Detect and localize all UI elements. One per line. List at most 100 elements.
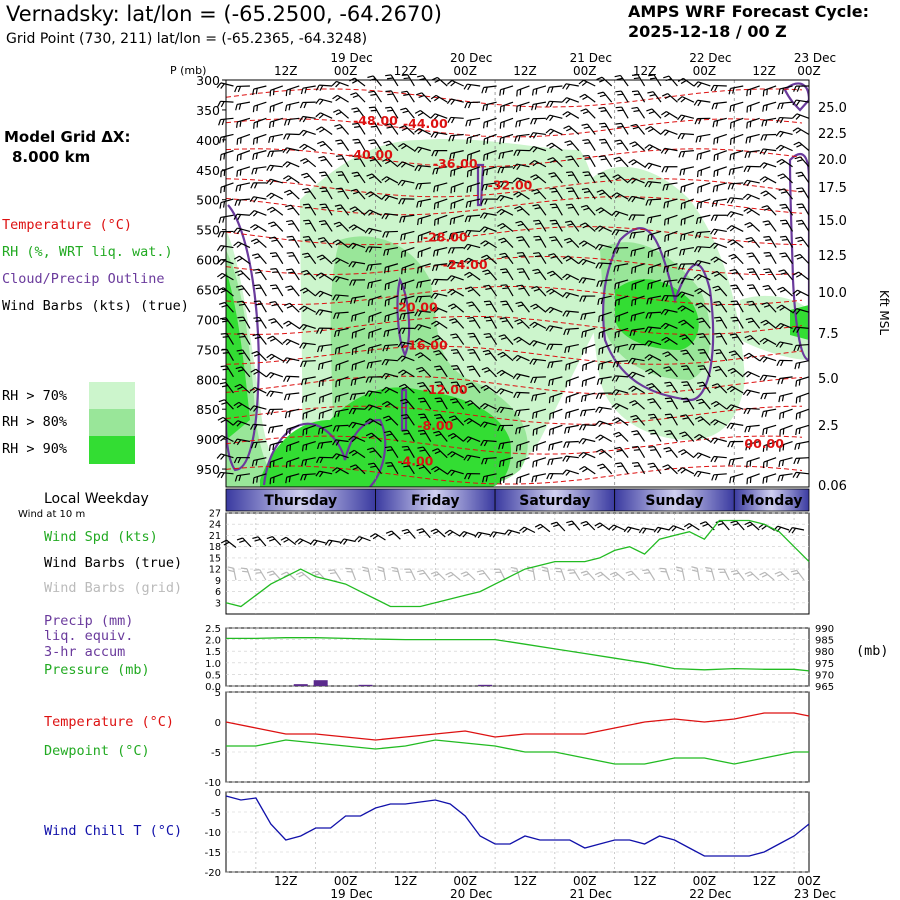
wind-barb bbox=[595, 207, 613, 216]
wind-barb bbox=[516, 236, 530, 248]
wind-barb bbox=[729, 133, 744, 145]
wind-barb bbox=[413, 324, 431, 331]
wind-tick-label: 15 bbox=[209, 553, 221, 564]
wind-barb bbox=[529, 340, 547, 347]
wind-barb bbox=[449, 150, 464, 160]
wind-barb bbox=[448, 303, 465, 313]
wind-barb bbox=[315, 112, 333, 119]
wind-barb bbox=[417, 230, 431, 242]
wind-barb bbox=[316, 343, 333, 353]
wind-barb bbox=[759, 356, 777, 363]
wind-barb bbox=[219, 133, 234, 144]
wind-barb bbox=[333, 221, 350, 232]
wind-barb bbox=[233, 255, 251, 265]
wind-barb bbox=[546, 343, 563, 351]
height-tick-label: 20.0 bbox=[818, 153, 847, 168]
wind-barb bbox=[450, 333, 465, 345]
wind-barb bbox=[316, 126, 333, 135]
wind-barb bbox=[796, 219, 810, 232]
wind-barb bbox=[694, 434, 711, 443]
wind-barb bbox=[627, 195, 645, 203]
wind-barb bbox=[660, 322, 678, 330]
wind-barb bbox=[513, 149, 530, 156]
wind-barb bbox=[302, 203, 317, 216]
wind-barb bbox=[513, 391, 530, 399]
model-grid-value: 8.000 km bbox=[12, 148, 91, 166]
wind-barb bbox=[746, 252, 761, 265]
wind-barb bbox=[629, 400, 645, 410]
surface-wind-barb bbox=[220, 539, 237, 548]
wind-barb bbox=[414, 109, 432, 119]
precip-tick-label: 2.0 bbox=[205, 636, 221, 647]
grid-wind-barb bbox=[345, 567, 357, 581]
wind-tick-label: 6 bbox=[215, 587, 221, 598]
wind-barb bbox=[450, 398, 465, 410]
wind-barb bbox=[466, 365, 481, 378]
wind-barb bbox=[483, 284, 498, 297]
wind-barb bbox=[447, 432, 465, 442]
wind-barb bbox=[431, 466, 448, 475]
wind-barb bbox=[631, 106, 646, 119]
wind-barb bbox=[496, 388, 514, 395]
precip-bar bbox=[293, 684, 308, 686]
wind-barb bbox=[481, 457, 497, 465]
wind-barb bbox=[795, 424, 810, 436]
grid-wind-barb bbox=[541, 566, 551, 581]
wind-barb bbox=[777, 101, 793, 110]
wind-barb bbox=[515, 101, 530, 113]
wind-barb bbox=[398, 383, 415, 394]
wind-barb bbox=[400, 107, 415, 119]
wind-barb bbox=[500, 300, 514, 313]
wind-barb bbox=[564, 408, 579, 419]
wind-barb bbox=[416, 198, 431, 208]
wind-barb bbox=[697, 365, 711, 378]
wind-barb bbox=[516, 268, 530, 281]
wind-barb bbox=[398, 369, 415, 378]
wind-barb bbox=[516, 284, 530, 297]
wind-barb bbox=[318, 220, 333, 232]
wind-barb bbox=[794, 156, 810, 168]
wind-barb bbox=[349, 279, 366, 286]
wind-barb bbox=[253, 300, 267, 313]
wind-barb bbox=[496, 180, 514, 188]
wind-barb bbox=[381, 386, 399, 394]
wind-barb bbox=[301, 392, 316, 403]
wind-barb bbox=[694, 416, 711, 426]
wind-barb bbox=[285, 424, 300, 436]
wind-barb bbox=[693, 470, 711, 478]
wind-barb bbox=[434, 365, 448, 378]
wind-barb bbox=[547, 360, 563, 369]
precip-tick-label: 0.0 bbox=[205, 682, 221, 693]
height-tick-label: 22.5 bbox=[818, 127, 847, 142]
wind-barb bbox=[645, 126, 662, 135]
wind-barb bbox=[480, 439, 497, 447]
wind-barb bbox=[367, 279, 382, 289]
wind-barb bbox=[680, 182, 695, 193]
wind-barb bbox=[759, 162, 777, 169]
wind-barb bbox=[727, 440, 744, 448]
wind-barb bbox=[414, 337, 432, 346]
wind-barb bbox=[480, 198, 497, 205]
wind-barb bbox=[299, 287, 317, 297]
wind-barb bbox=[464, 101, 481, 109]
wind-barb bbox=[216, 453, 234, 460]
wind-barb bbox=[614, 139, 629, 151]
wind-barb bbox=[331, 453, 349, 460]
grid-wind-barb bbox=[580, 570, 596, 581]
wind-barb bbox=[397, 179, 415, 187]
wind-barb bbox=[233, 401, 251, 410]
wind-barb bbox=[710, 214, 727, 221]
wind-barb bbox=[612, 174, 629, 184]
wind-barb bbox=[266, 353, 284, 362]
wind-barb bbox=[563, 125, 580, 135]
wind-barb bbox=[467, 348, 481, 362]
wind-barb bbox=[219, 150, 234, 161]
wind-barb bbox=[500, 284, 514, 297]
temp-contour-line bbox=[226, 255, 803, 275]
wind-barb bbox=[430, 306, 448, 314]
wind-barb bbox=[660, 308, 678, 316]
wind-barb bbox=[400, 398, 415, 410]
temp-panel-frame bbox=[225, 691, 810, 783]
wind-barb bbox=[399, 125, 415, 135]
wind-barb bbox=[681, 397, 695, 410]
